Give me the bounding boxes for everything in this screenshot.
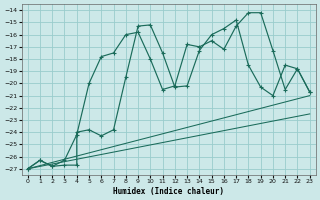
X-axis label: Humidex (Indice chaleur): Humidex (Indice chaleur)	[113, 187, 224, 196]
